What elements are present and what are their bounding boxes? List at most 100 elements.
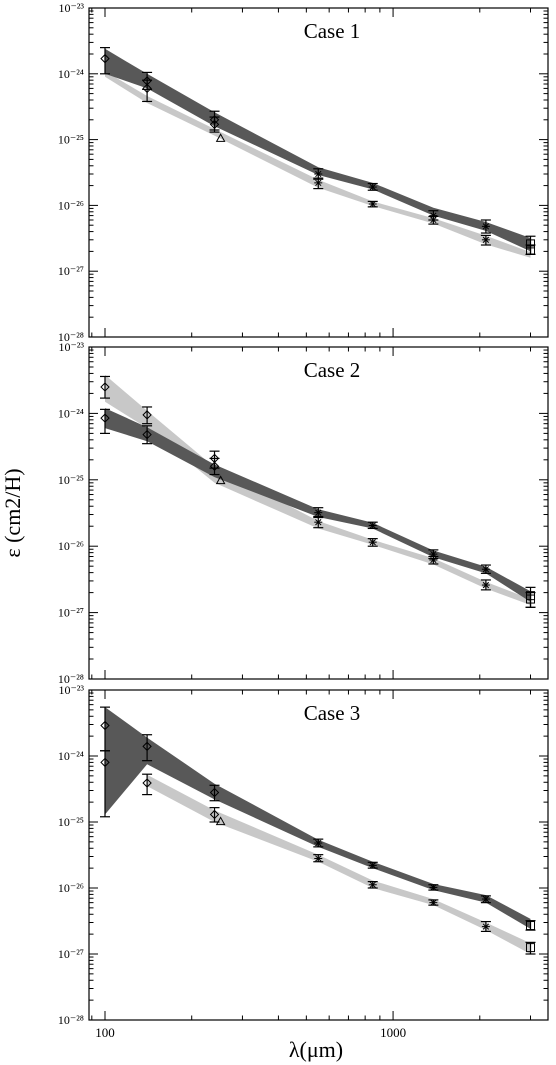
panel-case-1: 10⁻²³ 10⁻²⁴ 10⁻²⁵ 10⁻²⁶ 10⁻²⁷ 10⁻²⁸ Case 1	[58, 1, 549, 344]
star-stroke	[482, 895, 490, 903]
star-marker	[368, 539, 377, 546]
y-tick-label: 10⁻²⁵	[58, 133, 84, 147]
diamond-marker	[209, 787, 220, 798]
star-stroke	[482, 581, 490, 589]
y-tick-label: 10⁻²⁵	[58, 473, 84, 487]
light-model-band	[147, 774, 531, 954]
diamond-marker	[100, 757, 110, 768]
data-point-triangle	[215, 475, 226, 485]
star-stroke	[430, 899, 437, 906]
y-tick-label: 10⁻²⁶	[58, 539, 84, 553]
star-stroke	[369, 539, 376, 546]
star-marker	[429, 556, 438, 564]
diamond-marker	[100, 720, 110, 731]
data-point-star	[428, 215, 439, 225]
star-stroke	[482, 566, 490, 573]
diamond-marker	[142, 741, 152, 752]
data-point-star	[313, 838, 324, 848]
diamond-marker	[142, 778, 152, 788]
data-point-star	[313, 168, 324, 180]
diamond-marker	[100, 382, 110, 392]
diamond-marker	[100, 53, 110, 64]
data-point-diamond	[99, 750, 110, 818]
data-point-star	[480, 579, 491, 591]
y-tick-label: 10⁻²⁷	[58, 606, 84, 620]
star-marker	[368, 200, 377, 208]
diamond-marker	[142, 83, 152, 94]
plot-frame	[88, 689, 549, 1021]
data-point-star	[367, 200, 378, 208]
star-stroke	[430, 884, 437, 891]
y-tick-label: 10⁻²⁵	[58, 815, 84, 829]
square-marker	[526, 245, 536, 255]
star-stroke	[430, 216, 437, 224]
x-tick-label: 100	[95, 1025, 115, 1040]
star-marker	[314, 170, 323, 178]
y-tick-label: 10⁻²⁷	[58, 947, 84, 961]
square-marker	[526, 594, 536, 604]
y-tick-label: 10⁻²⁶	[58, 881, 84, 895]
star-marker	[481, 236, 490, 243]
data-point-diamond	[99, 375, 110, 399]
star-stroke	[369, 862, 376, 869]
star-stroke	[369, 522, 376, 529]
panel-title: Case 3	[304, 701, 361, 725]
data-point-triangle	[215, 133, 226, 142]
star-marker	[481, 581, 490, 589]
plot-frame	[88, 7, 549, 338]
star-stroke	[369, 183, 376, 191]
dark-model-band	[105, 707, 531, 929]
star-marker	[368, 522, 377, 529]
star-marker	[429, 899, 438, 906]
y-tick-label: 10⁻²³	[58, 340, 84, 354]
square-marker	[526, 921, 536, 931]
data-point-star	[480, 895, 491, 904]
data-point-star	[480, 564, 491, 574]
y-tick-label: 10⁻²⁴	[58, 406, 84, 420]
data-point-star	[313, 177, 324, 190]
star-stroke	[315, 855, 322, 862]
triangle-marker	[215, 133, 226, 142]
star-stroke	[430, 556, 437, 564]
star-stroke	[482, 923, 490, 930]
diamond-marker	[209, 461, 220, 471]
y-axis-title: ε (cm2/H)	[0, 468, 25, 557]
data-point-star	[367, 861, 378, 869]
star-marker	[368, 862, 377, 869]
data-point-diamond	[142, 425, 153, 445]
data-point-square	[525, 592, 536, 608]
star-stroke	[369, 200, 376, 208]
star-marker	[481, 223, 490, 230]
data-point-star	[313, 854, 324, 863]
star-marker	[314, 509, 323, 516]
star-marker	[314, 855, 323, 862]
star-marker	[314, 839, 323, 847]
data-point-star	[480, 234, 491, 246]
star-stroke	[315, 170, 322, 178]
y-tick-label: 10⁻²⁶	[58, 198, 84, 212]
plot-frame	[88, 346, 549, 680]
data-point-triangle	[215, 816, 226, 826]
y-tick-label: 10⁻²⁴	[58, 749, 84, 763]
star-stroke	[315, 519, 322, 526]
data-point-diamond	[142, 773, 153, 796]
y-tick-label: 10⁻²⁸	[58, 672, 84, 686]
light-model-band	[105, 374, 531, 605]
panel-title: Case 1	[304, 19, 361, 43]
x-axis-title: λ(μm)	[289, 1037, 343, 1062]
y-tick-label: 10⁻²⁷	[58, 264, 84, 278]
data-point-square	[525, 941, 536, 955]
data-point-diamond	[99, 408, 110, 434]
data-point-star	[428, 884, 439, 891]
data-point-diamond	[209, 116, 220, 133]
star-stroke	[482, 236, 490, 243]
diamond-marker	[142, 410, 152, 420]
data-point-star	[367, 538, 378, 547]
star-stroke	[369, 881, 376, 888]
star-stroke	[315, 179, 322, 187]
star-marker	[368, 183, 377, 191]
diamond-marker	[142, 429, 152, 440]
data-point-star	[480, 920, 491, 933]
diamond-marker	[209, 809, 220, 820]
